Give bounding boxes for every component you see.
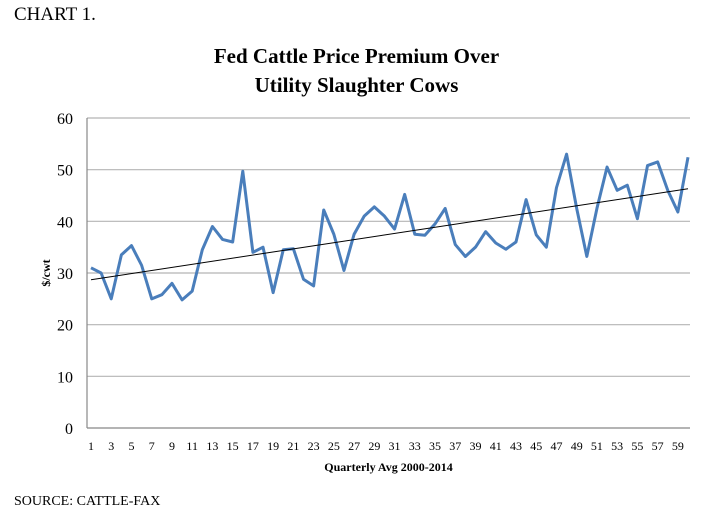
x-tick-label: 3: [108, 439, 114, 453]
y-tick-label: 20: [57, 318, 73, 335]
x-tick-label: 55: [631, 439, 643, 453]
x-tick-label: 17: [247, 439, 259, 453]
x-tick-label: 33: [409, 439, 421, 453]
x-tick-label: 31: [389, 439, 401, 453]
series-line: [90, 152, 690, 302]
x-tick-label: 1: [88, 439, 94, 453]
y-axis-title: $/cwt: [39, 259, 53, 286]
trendline: [90, 188, 689, 281]
source-note: SOURCE: CATTLE-FAX: [14, 494, 161, 509]
y-tick-label: 10: [57, 369, 73, 386]
y-tick-label: 0: [65, 421, 73, 438]
chart-label: CHART 1.: [14, 4, 96, 25]
y-tick-label: 60: [57, 111, 73, 128]
x-tick-label: 15: [227, 439, 239, 453]
x-tick-label: 57: [652, 439, 664, 453]
y-tick-label: 50: [57, 163, 73, 180]
x-tick-label: 37: [449, 439, 461, 453]
x-tick-label: 49: [571, 439, 583, 453]
x-tick-label: 25: [328, 439, 340, 453]
title-line-2: Utility Slaughter Cows: [254, 73, 459, 97]
x-tick-label: 39: [470, 439, 482, 453]
x-tick-label: 53: [611, 439, 623, 453]
x-tick-label: 5: [128, 439, 134, 453]
x-tick-label: 35: [429, 439, 441, 453]
x-tick-label: 41: [490, 439, 502, 453]
x-tick-label: 23: [308, 439, 320, 453]
x-tick-label: 11: [186, 439, 198, 453]
y-tick-label: 30: [57, 266, 73, 283]
title-line-1: Fed Cattle Price Premium Over: [213, 44, 500, 68]
x-tick-label: 45: [530, 439, 542, 453]
x-tick-label: 7: [149, 439, 155, 453]
x-tick-label: 51: [591, 439, 603, 453]
x-tick-label: 47: [550, 439, 562, 453]
chart-title: Fed Cattle Price Premium Over Utility Sl…: [0, 42, 713, 100]
x-tick-label: 59: [672, 439, 684, 453]
x-axis-title: Quarterly Avg 2000-2014: [324, 460, 452, 474]
x-tick-label: 13: [206, 439, 218, 453]
y-tick-label: 40: [57, 214, 73, 231]
x-tick-label: 29: [368, 439, 380, 453]
x-tick-label: 27: [348, 439, 360, 453]
x-tick-label: 43: [510, 439, 522, 453]
x-tick-label: 9: [169, 439, 175, 453]
x-tick-label: 21: [287, 439, 299, 453]
x-tick-label: 19: [267, 439, 279, 453]
